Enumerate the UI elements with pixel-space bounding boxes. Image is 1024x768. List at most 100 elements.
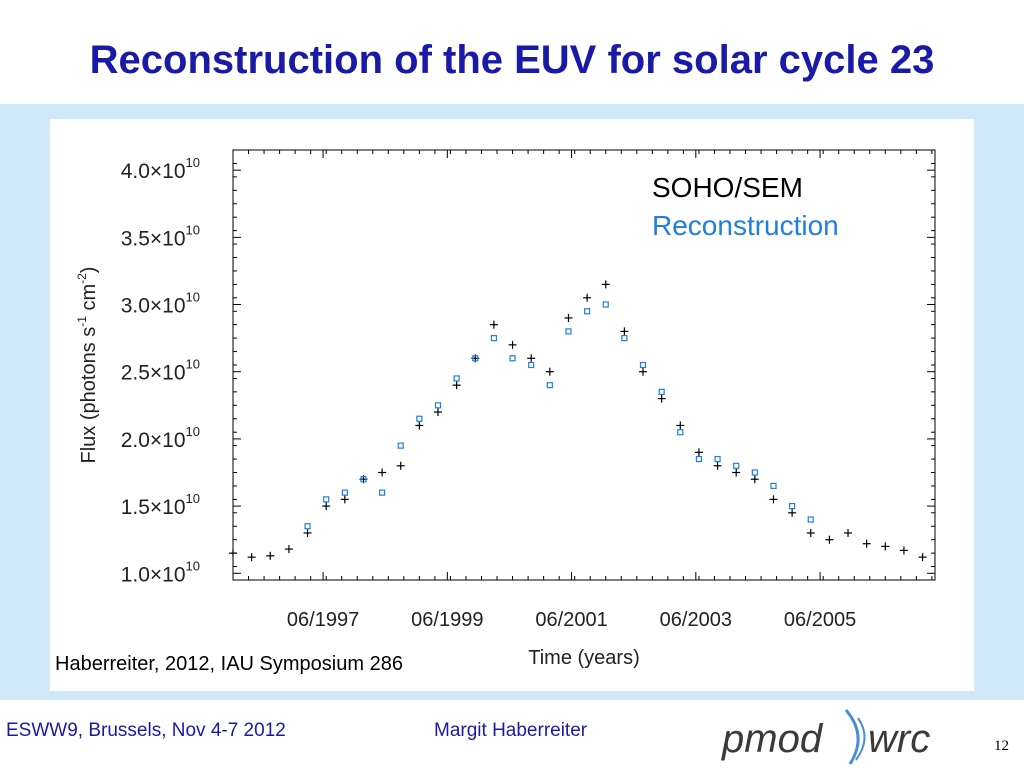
y-tick-label: 2.5×1010 (121, 357, 200, 385)
x-axis-label: Time (years) (528, 647, 639, 669)
sem-data-point (657, 394, 666, 403)
reconstruction-data-point (304, 523, 311, 530)
reconstruction-data-point (639, 361, 647, 369)
sem-data-point (620, 327, 629, 336)
y-tick-exponent: 10 (186, 424, 200, 439)
y-tick-label: 3.5×1010 (121, 222, 200, 250)
sem-data-point (378, 468, 387, 477)
ylabel-sup2: -2 (75, 273, 89, 284)
x-tick-label: 06/1997 (287, 609, 359, 631)
reconstruction-data-point (341, 489, 348, 496)
reconstruction-data-point (695, 455, 703, 463)
sem-data-point (750, 475, 759, 484)
citation-text: Haberreiter, 2012, IAU Symposium 286 (55, 653, 403, 675)
sem-data-point (340, 495, 349, 504)
reconstruction-data-point (378, 489, 386, 496)
reconstruction-data-point (584, 308, 591, 315)
reconstruction-data-point (733, 462, 740, 469)
x-tick-label: 06/1999 (411, 609, 483, 631)
sem-data-point (601, 280, 610, 289)
sem-data-point (452, 381, 461, 390)
sem-data-point (676, 421, 685, 430)
sem-data-point (788, 508, 797, 517)
reconstruction-data-point (546, 382, 553, 389)
reconstruction-data-point (677, 429, 684, 436)
slide-title: Reconstruction of the EUV for solar cycl… (89, 38, 935, 82)
sem-data-point (639, 367, 648, 376)
y-tick-exponent: 10 (186, 357, 200, 372)
reconstruction-data-point (472, 355, 479, 362)
svg-text:wrc: wrc (868, 717, 930, 761)
sem-data-point (825, 535, 834, 544)
ylabel-main: Flux (photons s (78, 327, 100, 464)
sem-data-point (489, 320, 498, 329)
sem-data-point (434, 408, 443, 417)
sem-data-point (694, 448, 703, 457)
footer-author: Margit Haberreiter (434, 720, 588, 741)
sem-data-point (844, 528, 853, 537)
svg-text:pmod: pmod (721, 717, 824, 761)
sem-data-point (806, 528, 815, 537)
y-axis-label: Flux (photons s-1 cm-2) (75, 267, 100, 464)
y-tick-exponent: 10 (186, 558, 200, 573)
x-tick-label: 06/2003 (660, 609, 732, 631)
reconstruction-data-point (770, 482, 777, 490)
reconstruction-data-point (621, 335, 628, 342)
y-tick-label: 1.5×1010 (121, 491, 200, 519)
reconstruction-data-point (416, 415, 423, 422)
sem-data-point (732, 468, 741, 477)
sem-data-point (415, 421, 424, 430)
reconstruction-data-point (751, 469, 758, 476)
reconstruction-data-point (509, 355, 516, 362)
sem-data-point (713, 461, 722, 470)
reconstruction-data-point (565, 328, 572, 335)
sem-data-point (881, 542, 890, 551)
ylabel-sup1: -1 (75, 316, 89, 327)
chart-legend: SOHO/SEM Reconstruction (652, 172, 839, 241)
reconstruction-data-point (453, 375, 460, 382)
legend-entry-reconstruction: Reconstruction (652, 210, 839, 241)
y-tick-label: 4.0×1010 (121, 155, 200, 183)
sem-data-point (583, 293, 592, 302)
ylabel-end: ) (78, 267, 100, 274)
x-tick-label: 06/2005 (784, 609, 856, 631)
pmod-wrc-logo: pmod wrc (721, 709, 930, 765)
y-tick-label: 3.0×1010 (121, 290, 200, 318)
sem-data-point (769, 495, 778, 504)
sem-data-point (918, 553, 927, 562)
footer-event: ESWW9, Brussels, Nov 4-7 2012 (6, 720, 286, 741)
reconstruction-data-point (490, 335, 498, 342)
sem-data-point (862, 539, 871, 548)
reconstruction-data-point (789, 502, 796, 510)
sem-data-point (322, 502, 331, 511)
reconstruction-data-point (602, 301, 609, 308)
y-tick-exponent: 10 (186, 290, 200, 305)
ylabel-mid: cm (78, 284, 100, 316)
sem-data-point (545, 367, 554, 376)
sem-data-point (396, 461, 405, 470)
reconstruction-data-point (658, 388, 665, 395)
reconstruction-data-point (397, 442, 404, 449)
sem-data-point (266, 551, 275, 560)
reconstruction-data-point (807, 516, 814, 523)
sem-data-point (899, 546, 908, 555)
y-tick-label: 2.0×1010 (121, 424, 200, 452)
y-tick-exponent: 10 (186, 155, 200, 170)
sem-data-point (508, 340, 517, 349)
y-tick-exponent: 10 (186, 491, 200, 506)
chart-white-panel (50, 119, 974, 691)
axis-ticks: 1.0×1010 1.5×1010 2.0×1010 2.5×1010 3.0×1010… (121, 149, 935, 631)
sem-data-point (527, 354, 536, 363)
data-points (229, 280, 927, 562)
sem-data-point (284, 545, 293, 554)
y-tick-exponent: 10 (186, 222, 200, 237)
page-number: 12 (994, 738, 1009, 754)
reconstruction-data-point (323, 496, 330, 503)
reconstruction-data-point (528, 361, 535, 369)
reconstruction-data-point (360, 476, 367, 483)
sem-data-point (303, 528, 312, 537)
flux-scatter-chart: 1.0×1010 1.5×1010 2.0×1010 2.5×1010 3.0×1010… (75, 149, 936, 669)
reconstruction-data-point (434, 402, 442, 409)
legend-entry-soho-sem: SOHO/SEM (652, 172, 803, 203)
x-tick-label: 06/2001 (535, 609, 607, 631)
